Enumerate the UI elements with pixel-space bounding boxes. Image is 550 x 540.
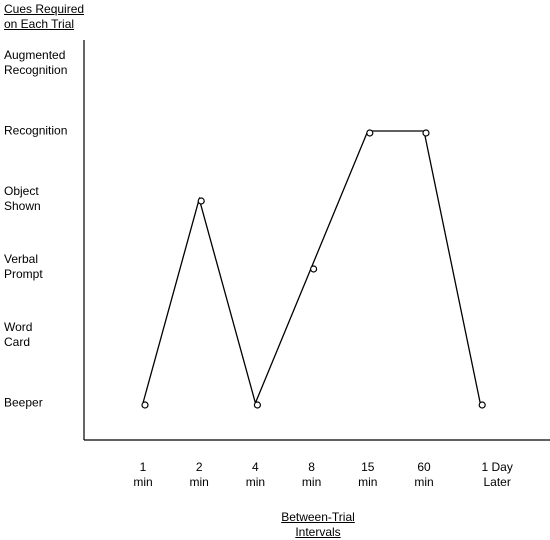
x-tick-label: 60 min — [414, 460, 434, 489]
y-tick-label: Beeper — [4, 395, 43, 410]
data-point — [197, 197, 205, 205]
x-tick-label: 15 min — [358, 460, 378, 489]
y-tick-label: Object Shown — [4, 184, 41, 213]
y-axis-title: Cues Required on Each Trial — [4, 2, 85, 31]
data-point — [478, 401, 486, 409]
y-tick-label: Recognition — [4, 123, 68, 138]
data-point — [422, 129, 430, 137]
y-tick-label: Verbal Prompt — [4, 252, 43, 281]
data-point — [310, 265, 318, 273]
x-tick-label: 1 Day Later — [481, 460, 513, 489]
x-axis-title: Between-Trial Intervals — [281, 510, 355, 539]
data-point — [253, 401, 261, 409]
data-point — [366, 129, 374, 137]
y-tick-label: Augmented Recognition — [4, 48, 68, 77]
x-tick-label: 2 min — [189, 460, 209, 489]
y-tick-label: Word Card — [4, 320, 33, 349]
data-point — [141, 401, 149, 409]
x-tick-label: 1 min — [133, 460, 153, 489]
x-tick-label: 8 min — [301, 460, 322, 489]
x-tick-label: 4 min — [245, 460, 266, 489]
